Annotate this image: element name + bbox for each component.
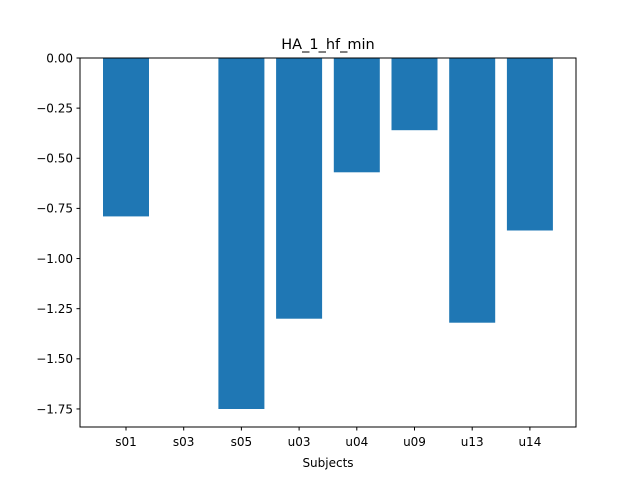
x-tick-label-s01: s01 xyxy=(115,435,137,449)
x-tick-label-u04: u04 xyxy=(345,435,368,449)
y-tick-label: 0.00 xyxy=(46,51,73,65)
bar-u04 xyxy=(333,58,380,173)
y-tick-label: −1.75 xyxy=(36,402,73,416)
x-tick-label-u13: u13 xyxy=(461,435,484,449)
bar-u09 xyxy=(391,58,438,131)
x-tick-label-u14: u14 xyxy=(518,435,541,449)
x-tick-label-u03: u03 xyxy=(288,435,311,449)
chart-title: HA_1_hf_min xyxy=(281,37,374,53)
y-axis: 0.00 −0.25 −0.50 −0.75 −1.00 −1.25 −1.50 −1.75 xyxy=(36,51,80,416)
bar-u14 xyxy=(506,58,553,231)
y-tick-label: −1.00 xyxy=(36,252,73,266)
y-tick-label: −0.50 xyxy=(36,152,73,166)
bar-u13 xyxy=(449,58,496,323)
bars-layer xyxy=(103,58,553,409)
plot-frame xyxy=(79,57,577,428)
bar-s05 xyxy=(218,58,265,409)
x-axis: s01 s03 s05 u03 u04 u09 u13 u14 xyxy=(115,427,541,449)
x-tick-label-u09: u09 xyxy=(403,435,426,449)
y-tick-label: −0.75 xyxy=(36,202,73,216)
y-tick-label: −0.25 xyxy=(36,101,73,115)
x-axis-label: Subjects xyxy=(302,456,353,470)
y-tick-label: −1.50 xyxy=(36,352,73,366)
bar-u03 xyxy=(276,58,323,319)
y-tick-label: −1.25 xyxy=(36,302,73,316)
bar-s01 xyxy=(103,58,149,217)
x-tick-label-s03: s03 xyxy=(173,435,195,449)
x-tick-label-s05: s05 xyxy=(231,435,253,449)
